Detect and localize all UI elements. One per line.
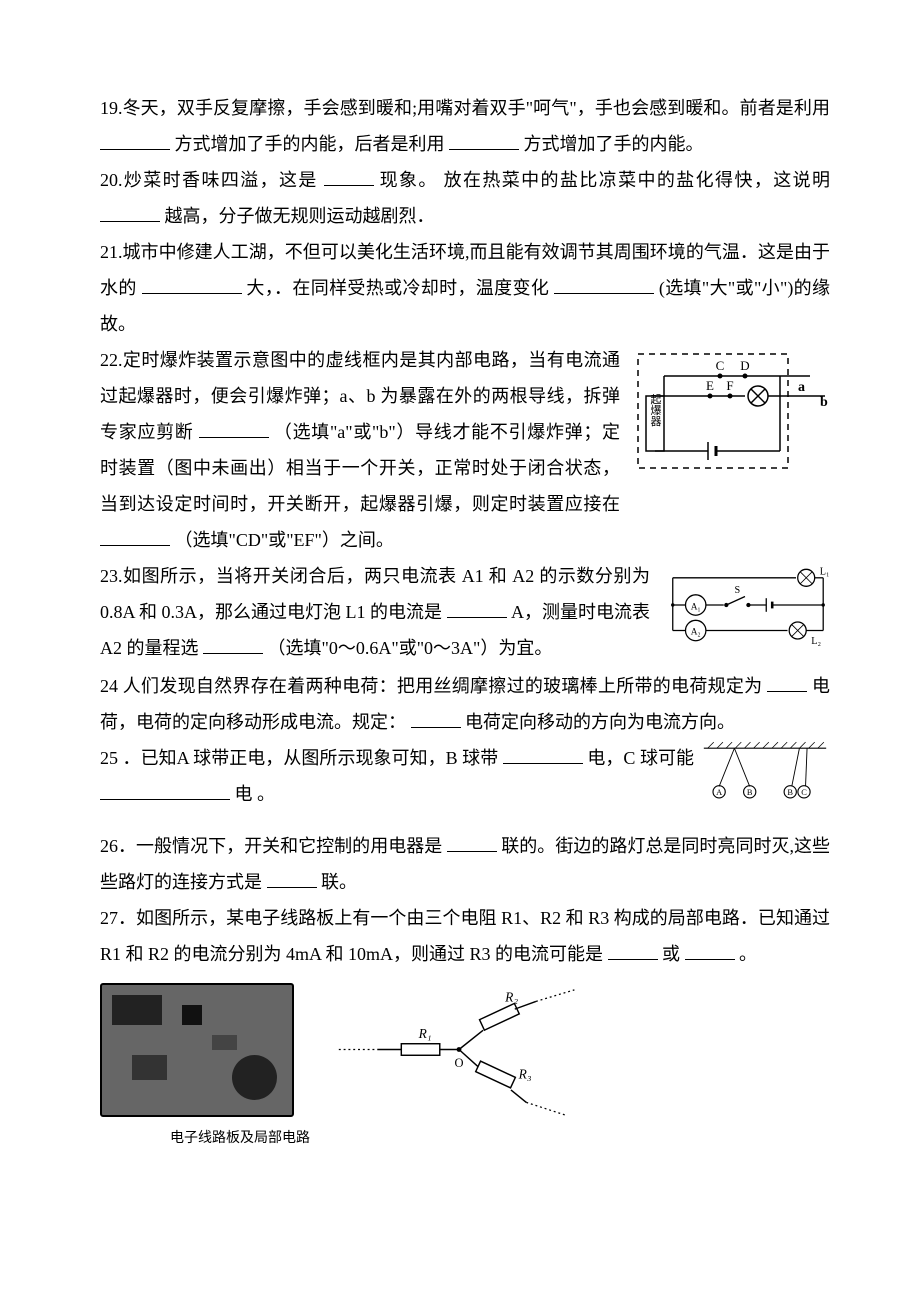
q26-blank-2 — [267, 869, 317, 888]
q19-text-b: 方式增加了手的内能，后者是利用 — [175, 134, 445, 154]
q21-blank-2 — [554, 275, 654, 294]
svg-text:b: b — [820, 395, 828, 410]
q22-text-c: （选填"CD"或"EF"）之间。 — [175, 530, 394, 550]
figure-23: L₁ A₁ S A₂ L₂ — [660, 562, 830, 660]
svg-text:D: D — [740, 358, 749, 373]
svg-text:F: F — [726, 378, 733, 393]
q26-text-c: 联。 — [321, 872, 357, 892]
resistor-diagram: R₁ O R₂ R₃ — [334, 982, 584, 1117]
q23-blank-1 — [447, 599, 507, 618]
q20-blank-1 — [324, 167, 374, 186]
q25-text-a: 25 ．已知A 球带正电，从图所示现象可知，B 球带 — [100, 748, 498, 768]
q27-blank-1 — [608, 941, 658, 960]
q20-text-c: 越高，分子做无规则运动越剧烈． — [165, 206, 435, 226]
svg-text:C: C — [716, 358, 725, 373]
svg-text:R₁: R₁ — [418, 1026, 432, 1041]
q24-blank-1 — [767, 673, 807, 692]
q21-blank-1 — [142, 275, 242, 294]
svg-text:L₁: L₁ — [820, 566, 830, 577]
q22-blank-1 — [199, 419, 269, 438]
svg-text:R₃: R₃ — [518, 1066, 532, 1081]
circuit-board-image — [100, 983, 294, 1117]
svg-text:A: A — [716, 788, 723, 797]
svg-text:A₁: A₁ — [691, 602, 701, 612]
q22-blank-2 — [100, 527, 170, 546]
figure-25: A B B C — [700, 740, 830, 822]
question-21: 21.城市中修建人工湖，不但可以美化生活环境,而且能有效调节其周围环境的气温．这… — [100, 234, 830, 342]
q25-blank-1 — [503, 745, 583, 764]
fig22-qibao: 起爆器 — [649, 393, 662, 427]
q19-blank-2 — [449, 131, 519, 150]
q23-text-c: （选填"0～0.6A"或"0～3A"）为宜。 — [268, 638, 553, 658]
svg-text:O: O — [454, 1056, 463, 1070]
q20-text-a: 20.炒菜时香味四溢，这是 — [100, 170, 318, 190]
svg-text:a: a — [798, 380, 805, 395]
figure-27-caption: 电子线路板及局部电路 — [170, 1123, 830, 1151]
figure-27: R₁ O R₂ R₃ 电子线路板及局部电路 — [100, 982, 830, 1151]
q26-blank-1 — [447, 833, 497, 852]
q19-blank-1 — [100, 131, 170, 150]
svg-text:B: B — [787, 788, 793, 797]
question-19: 19.冬天，双手反复摩擦，手会感到暖和;用嘴对着双手"呵气"，手也会感到暖和。前… — [100, 90, 830, 162]
svg-text:S: S — [735, 585, 741, 596]
q27-text-c: 。 — [739, 944, 757, 964]
q20-text-b: 现象。 放在热菜中的盐比凉菜中的盐化得快，这说明 — [380, 170, 830, 190]
question-20: 20.炒菜时香味四溢，这是 现象。 放在热菜中的盐比凉菜中的盐化得快，这说明 越… — [100, 162, 830, 234]
svg-text:L₂: L₂ — [811, 636, 821, 647]
q24-text-a: 24 人们发现自然界存在着两种电荷：把用丝绸摩擦过的玻璃棒上所带的电荷规定为 — [100, 676, 762, 696]
svg-text:R₂: R₂ — [504, 989, 518, 1004]
svg-text:B: B — [747, 788, 753, 797]
q23-blank-2 — [203, 635, 263, 654]
question-26: 26．一般情况下，开关和它控制的用电器是 联的。街边的路灯总是同时亮同时灭,这些… — [100, 828, 830, 900]
question-27: 27．如图所示，某电子线路板上有一个由三个电阻 R1、R2 和 R3 构成的局部… — [100, 900, 830, 972]
svg-text:A₂: A₂ — [691, 628, 701, 638]
exam-page: 19.冬天，双手反复摩擦，手会感到暖和;用嘴对着双手"呵气"，手也会感到暖和。前… — [100, 90, 830, 1151]
q25-text-c: 电 。 — [235, 784, 276, 804]
q19-text-a: 19.冬天，双手反复摩擦，手会感到暖和;用嘴对着双手"呵气"，手也会感到暖和。前… — [100, 98, 830, 118]
q21-text-b: 大，．在同样受热或冷却时，温度变化 — [246, 278, 549, 298]
q25-blank-2 — [100, 781, 230, 800]
figure-22: 起爆器 C D a E F b — [630, 346, 830, 488]
q25-text-b: 电，C 球可能 — [587, 748, 694, 768]
svg-text:C: C — [801, 788, 807, 797]
q24-text-c: 电荷定向移动的方向为电流方向。 — [465, 712, 735, 732]
question-24: 24 人们发现自然界存在着两种电荷：把用丝绸摩擦过的玻璃棒上所带的电荷规定为 电… — [100, 668, 830, 740]
q24-blank-2 — [411, 709, 461, 728]
q27-text-b: 或 — [662, 944, 680, 964]
svg-text:E: E — [706, 378, 714, 393]
q26-text-a: 26．一般情况下，开关和它控制的用电器是 — [100, 836, 442, 856]
q20-blank-2 — [100, 203, 160, 222]
q19-text-c: 方式增加了手的内能。 — [524, 134, 704, 154]
q27-blank-2 — [685, 941, 735, 960]
